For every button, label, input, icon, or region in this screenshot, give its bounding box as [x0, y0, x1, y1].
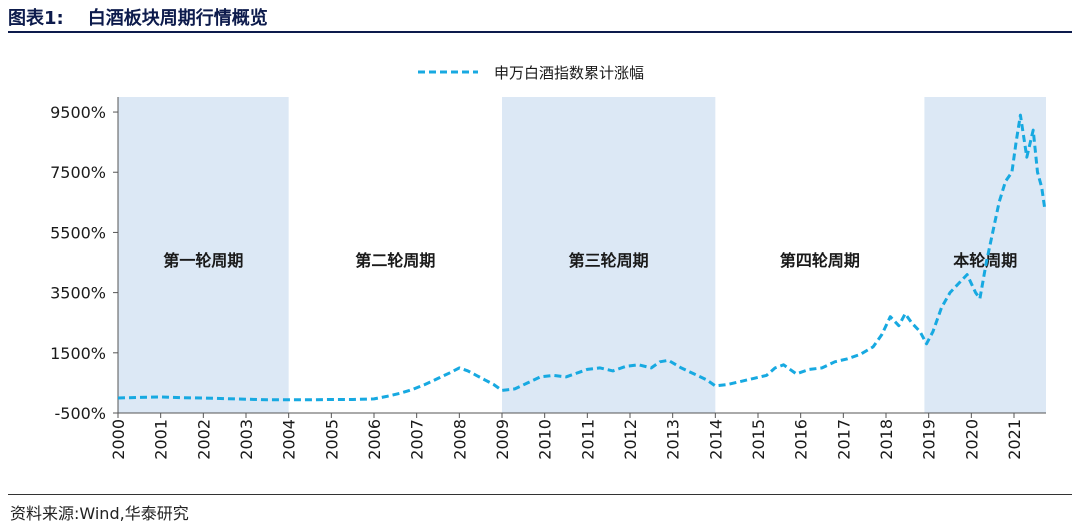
- y-tick-label: 5500%: [50, 223, 106, 242]
- x-tick-label: 2003: [237, 419, 256, 460]
- figure-header: 图表1: 白酒板块周期行情概览: [8, 4, 268, 30]
- series-layer: [117, 113, 1047, 402]
- y-tick-label: 3500%: [50, 284, 106, 303]
- x-tick-label: 2010: [536, 419, 555, 460]
- legend-label: 申万白酒指数累计涨幅: [494, 64, 644, 82]
- x-tick-label: 2020: [962, 419, 981, 460]
- period-bands: [118, 97, 1046, 413]
- x-tick-label: 2021: [1005, 419, 1024, 460]
- x-tick-label: 2015: [749, 419, 768, 460]
- figure-title: 白酒板块周期行情概览: [87, 8, 268, 29]
- x-tick-label: 2006: [365, 419, 384, 460]
- x-tick-label: 2009: [493, 419, 512, 460]
- x-tick-label: 2014: [706, 419, 725, 460]
- x-tick-label: 2013: [664, 419, 683, 460]
- series-line-1: [117, 113, 1047, 402]
- axes: -500% 1500% 3500% 5500% 7500% 9500% 2000 2001 20…: [50, 97, 1046, 460]
- x-tick-label: 2019: [920, 419, 939, 460]
- source-note: 资料来源:Wind,华泰研究: [10, 504, 189, 523]
- period-band-1: [118, 97, 289, 413]
- footer-rule: [8, 494, 1072, 495]
- y-tick-label: 7500%: [50, 163, 106, 182]
- x-tick-label: 2002: [194, 419, 213, 460]
- x-tick-label: 2004: [280, 419, 299, 460]
- x-tick-label: 2007: [408, 419, 427, 460]
- x-tick-label: 2001: [152, 419, 171, 460]
- x-tick-label: 2016: [792, 419, 811, 460]
- period-label-2: 第二轮周期: [355, 251, 435, 270]
- legend: 申万白酒指数累计涨幅: [418, 64, 644, 82]
- x-tick-label: 2011: [578, 419, 597, 460]
- period-labels: 第一轮周期 第二轮周期 第三轮周期 第四轮周期 本轮周期: [163, 251, 1017, 270]
- y-tick-label: 9500%: [50, 103, 106, 122]
- period-label-4: 第四轮周期: [780, 251, 860, 270]
- period-label-3: 第三轮周期: [569, 251, 649, 270]
- period-band-3: [502, 97, 716, 413]
- x-tick-label: 2005: [322, 419, 341, 460]
- x-tick-label: 2000: [109, 419, 128, 460]
- period-label-1: 第一轮周期: [163, 251, 243, 270]
- header-rule: [8, 31, 1072, 33]
- x-tick-label: 2018: [877, 419, 896, 460]
- figure-number: 图表1:: [8, 8, 64, 29]
- x-tick-label: 2017: [834, 419, 853, 460]
- x-tick-label: 2008: [450, 419, 469, 460]
- y-tick-label: 1500%: [50, 344, 106, 363]
- x-tick-label: 2012: [621, 419, 640, 460]
- y-tick-label: -500%: [54, 404, 106, 423]
